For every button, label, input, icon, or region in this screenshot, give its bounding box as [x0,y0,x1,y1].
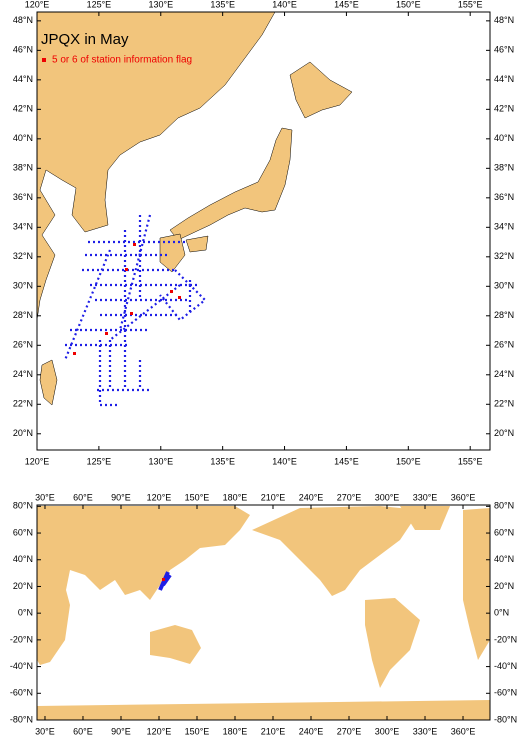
stations-top [63,214,207,407]
y-tick-label: 34°N [494,222,514,232]
x-tick-label: 360°E [451,726,476,736]
y-tick-label: 20°N [494,428,514,438]
y-tick-label: 26°N [13,340,33,350]
legend-label: 5 or 6 of station information flag [52,55,192,66]
y-tick-label: 34°N [13,222,33,232]
y-tick-label: 42°N [494,104,514,114]
x-tick-label: 140°E [272,0,297,9]
x-tick-label: 330°E [413,726,438,736]
y-tick-label: 24°N [494,369,514,379]
x-tick-label: 210°E [261,726,286,736]
frame-top [36,11,491,451]
y-tick-label: 20°N [13,428,33,438]
y-tick-label: 46°N [494,45,514,55]
y-tick-label: 30°N [494,281,514,291]
x-tick-label: 270°E [337,726,362,736]
y-tick-label: 40°N [13,554,33,564]
x-tick-label: 125°E [87,456,112,466]
y-tick-label: 0°N [18,608,33,618]
y-tick-label: 60°N [494,527,514,537]
y-tick-label: 42°N [13,104,33,114]
y-tick-label: -20°N [494,634,517,644]
x-tick-label: 155°E [458,456,483,466]
x-tick-label: 360°E [451,492,476,502]
x-tick-label: 120°E [147,726,172,736]
y-tick-label: 40°N [494,554,514,564]
y-tick-label: 40°N [494,133,514,143]
y-tick-label: 30°N [13,281,33,291]
y-tick-label: -80°N [494,714,517,724]
x-tick-label: 240°E [299,492,324,502]
y-tick-label: 28°N [13,310,33,320]
x-tick-label: 130°E [148,0,173,9]
y-tick-label: 26°N [494,340,514,350]
y-tick-label: 80°N [494,501,514,511]
y-tick-label: 38°N [13,163,33,173]
x-tick-label: 300°E [375,726,400,736]
y-tick-label: 20°N [494,581,514,591]
x-tick-label: 140°E [272,456,297,466]
y-tick-label: 36°N [13,192,33,202]
y-tick-label: 48°N [13,15,33,25]
y-tick-label: -40°N [494,661,517,671]
x-tick-label: 155°E [458,0,483,9]
x-tick-label: 180°E [223,492,248,502]
y-tick-label: 48°N [494,15,514,25]
x-tick-label: 135°E [210,0,235,9]
x-tick-label: 60°E [73,492,93,502]
x-tick-label: 150°E [396,456,421,466]
x-tick-label: 330°E [413,492,438,502]
y-tick-label: -40°N [10,661,33,671]
y-tick-label: 20°N [13,581,33,591]
map-title: JPQX in May [41,31,129,48]
y-tick-label: -60°N [10,688,33,698]
y-tick-label: 22°N [13,399,33,409]
x-tick-label: 145°E [334,0,359,9]
y-tick-label: 40°N [13,133,33,143]
x-tick-label: 90°E [111,726,131,736]
land-top [36,11,353,406]
y-tick-label: -60°N [494,688,517,698]
y-tick-label: 44°N [13,74,33,84]
x-tick-label: 150°E [185,726,210,736]
x-tick-label: 150°E [185,492,210,502]
x-tick-label: 120°E [25,456,50,466]
y-tick-label: 0°N [494,608,509,618]
x-tick-label: 210°E [261,492,286,502]
y-tick-label: 36°N [494,192,514,202]
y-tick-label: 46°N [13,45,33,55]
x-tick-label: 270°E [337,492,362,502]
x-tick-label: 30°E [35,726,55,736]
y-tick-label: 60°N [13,527,33,537]
x-tick-label: 30°E [35,492,55,502]
y-tick-label: 32°N [494,251,514,261]
y-tick-label: 22°N [494,399,514,409]
x-tick-label: 135°E [210,456,235,466]
y-tick-label: 38°N [494,163,514,173]
x-tick-label: 130°E [148,456,173,466]
x-tick-label: 125°E [87,0,112,9]
y-tick-label: 28°N [494,310,514,320]
y-tick-label: -80°N [10,714,33,724]
x-tick-label: 150°E [396,0,421,9]
x-tick-label: 300°E [375,492,400,502]
land-world [37,506,490,720]
x-tick-label: 240°E [299,726,324,736]
y-tick-label: 24°N [13,369,33,379]
y-tick-label: 80°N [13,501,33,511]
x-tick-label: 145°E [334,456,359,466]
legend-marker [42,58,46,62]
x-tick-label: 120°E [147,492,172,502]
y-tick-label: -20°N [10,634,33,644]
frame-world [36,504,491,721]
x-tick-label: 90°E [111,492,131,502]
x-tick-label: 60°E [73,726,93,736]
x-tick-label: 120°E [25,0,50,9]
x-tick-label: 180°E [223,726,248,736]
y-tick-label: 32°N [13,251,33,261]
y-tick-label: 44°N [494,74,514,84]
